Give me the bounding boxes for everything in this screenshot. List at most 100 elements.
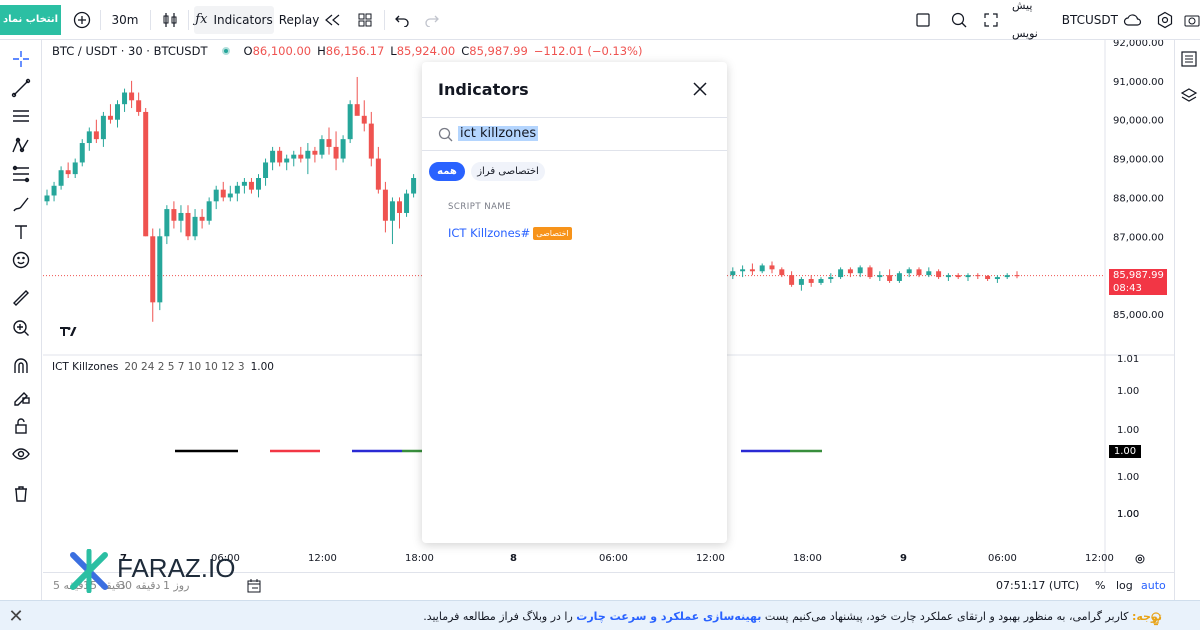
horizontal-lines-icon[interactable]	[9, 104, 33, 128]
eye-icon[interactable]	[9, 442, 33, 466]
indicator-search-box[interactable]: ict killzones	[422, 117, 727, 151]
chart-area[interactable]: 92,000.00 91,000.00 90,000.00 89,000.00 88,0…	[43, 40, 1174, 600]
candle-body	[985, 275, 991, 280]
search-icon	[438, 127, 453, 142]
tradingview-logo-icon[interactable]	[57, 320, 81, 342]
time-axis-label: 12:00	[1085, 553, 1114, 564]
close-value: 85,987.99	[469, 44, 528, 58]
candle-body	[955, 275, 961, 278]
trash-icon[interactable]	[9, 482, 33, 506]
filter-tab-all[interactable]: همه	[429, 162, 465, 181]
quick-search-icon[interactable]	[948, 6, 970, 34]
fib-icon[interactable]	[9, 162, 33, 186]
candle-body	[375, 158, 381, 190]
symbol-search-button[interactable]: انتخاب نماد	[0, 5, 61, 35]
candle-body	[100, 115, 106, 140]
candle-body	[291, 154, 297, 159]
undo-icon[interactable]	[392, 6, 412, 34]
ruler-icon[interactable]	[9, 286, 33, 310]
indicator-name: ICT Killzones	[52, 361, 119, 373]
fullscreen-square-icon[interactable]	[912, 6, 934, 34]
drawing-toolbar	[0, 40, 42, 600]
camera-icon[interactable]	[1184, 6, 1200, 34]
high-value: 86,156.17	[325, 44, 385, 58]
market-status-icon	[221, 47, 230, 55]
time-axis-label: 06:00	[988, 553, 1017, 564]
bar-countdown: 08:43	[1109, 282, 1167, 295]
goto-date-icon[interactable]	[246, 578, 262, 597]
rewind-icon	[325, 14, 340, 26]
indicators-label: Indicators	[213, 13, 273, 27]
notice-close-icon[interactable]: ✕	[8, 606, 24, 627]
chart-legend: BTC / USDT · 30 · BTCUSDT O86,100.00 H86…	[52, 44, 643, 58]
redo-icon[interactable]	[422, 6, 442, 34]
magnet-icon[interactable]	[9, 354, 33, 378]
zoom-in-icon[interactable]	[9, 316, 33, 340]
candle-body	[397, 201, 402, 213]
candle-body	[298, 154, 304, 159]
candle-body	[241, 181, 247, 186]
result-name[interactable]: ICT Killzones#	[448, 226, 531, 240]
range-30m[interactable]: دقیقه 30	[118, 579, 161, 592]
candle-body	[256, 178, 261, 190]
search-result-row[interactable]: ICT Killzones# اختصاصی	[448, 226, 572, 240]
candle-body	[730, 271, 736, 276]
candle-body	[906, 269, 912, 274]
brush-icon[interactable]	[9, 192, 33, 216]
candle-body	[79, 143, 85, 163]
indicator-value-tag: 1.00	[1109, 445, 1141, 458]
candle-body	[1014, 275, 1020, 277]
cloud-icon[interactable]	[1121, 6, 1145, 34]
watchlist-icon[interactable]	[1180, 50, 1198, 72]
crosshair-icon[interactable]	[9, 47, 33, 71]
notice-link[interactable]: بهینه‌سازی عملکرد و سرعت چارت	[576, 610, 762, 623]
emoji-icon[interactable]	[9, 248, 33, 272]
candle-body	[354, 104, 360, 116]
indicators-dialog: Indicators ict killzones همه اختصاصی فرا…	[422, 62, 727, 543]
candle-style-icon[interactable]	[158, 6, 182, 34]
indicator-axis-label: 1.01	[1117, 354, 1139, 365]
axis-settings-icon[interactable]	[1134, 550, 1146, 569]
price-chart[interactable]: 92,000.00 91,000.00 90,000.00 89,000.00 88,0…	[43, 40, 1174, 572]
filter-tab-private[interactable]: اختصاصی فراز	[471, 162, 545, 181]
replay-button[interactable]: Replay	[278, 6, 342, 34]
indicators-button[interactable]: ƒx Indicators	[194, 6, 274, 34]
candle-body	[44, 195, 50, 202]
log-toggle[interactable]: log	[1116, 579, 1133, 592]
lock-icon[interactable]	[9, 414, 33, 438]
candle-body	[333, 146, 339, 159]
indicator-legend[interactable]: ICT Killzones 20 24 2 5 7 10 10 12 3 1.0…	[52, 361, 274, 373]
dialog-close-icon[interactable]	[691, 80, 709, 98]
candle-body	[1004, 275, 1010, 278]
utc-clock[interactable]: 07:51:17 (UTC)	[996, 579, 1080, 592]
candle-body	[965, 275, 971, 278]
candle-body	[847, 269, 853, 274]
text-tool-icon[interactable]	[9, 220, 33, 244]
price-axis-label: 88,000.00	[1113, 193, 1164, 204]
lock-drawing-icon[interactable]	[9, 384, 33, 408]
candle-body	[789, 275, 795, 285]
interval-button[interactable]: 30m	[111, 13, 139, 27]
maximize-icon[interactable]	[980, 6, 1002, 34]
layout-grid-icon[interactable]	[354, 6, 376, 34]
candle-body	[65, 170, 71, 175]
candle-body	[916, 269, 922, 276]
range-1d[interactable]: روز 1	[163, 579, 190, 592]
candle-body	[382, 189, 388, 221]
search-input[interactable]: ict killzones	[458, 126, 539, 141]
candle-body	[740, 269, 746, 272]
faraz-logo-icon	[70, 548, 108, 594]
auto-toggle[interactable]: auto	[1141, 579, 1166, 592]
candle-body	[234, 185, 240, 194]
settings-icon[interactable]	[1154, 6, 1176, 34]
compare-symbol-icon[interactable]	[70, 6, 94, 34]
right-toolbar	[1174, 40, 1200, 600]
save-layout-button[interactable]: پیش نویس BTCUSDT	[1012, 0, 1118, 40]
percent-toggle[interactable]: %	[1095, 579, 1106, 592]
trend-line-icon[interactable]	[9, 76, 33, 100]
pattern-icon[interactable]	[9, 134, 33, 158]
indicator-params: 20 24 2 5 7 10 10 12 3	[124, 361, 245, 373]
layers-icon[interactable]	[1180, 86, 1198, 108]
candle-body	[72, 162, 78, 175]
legend-title: BTC / USDT · 30 · BTCUSDT	[52, 44, 208, 58]
